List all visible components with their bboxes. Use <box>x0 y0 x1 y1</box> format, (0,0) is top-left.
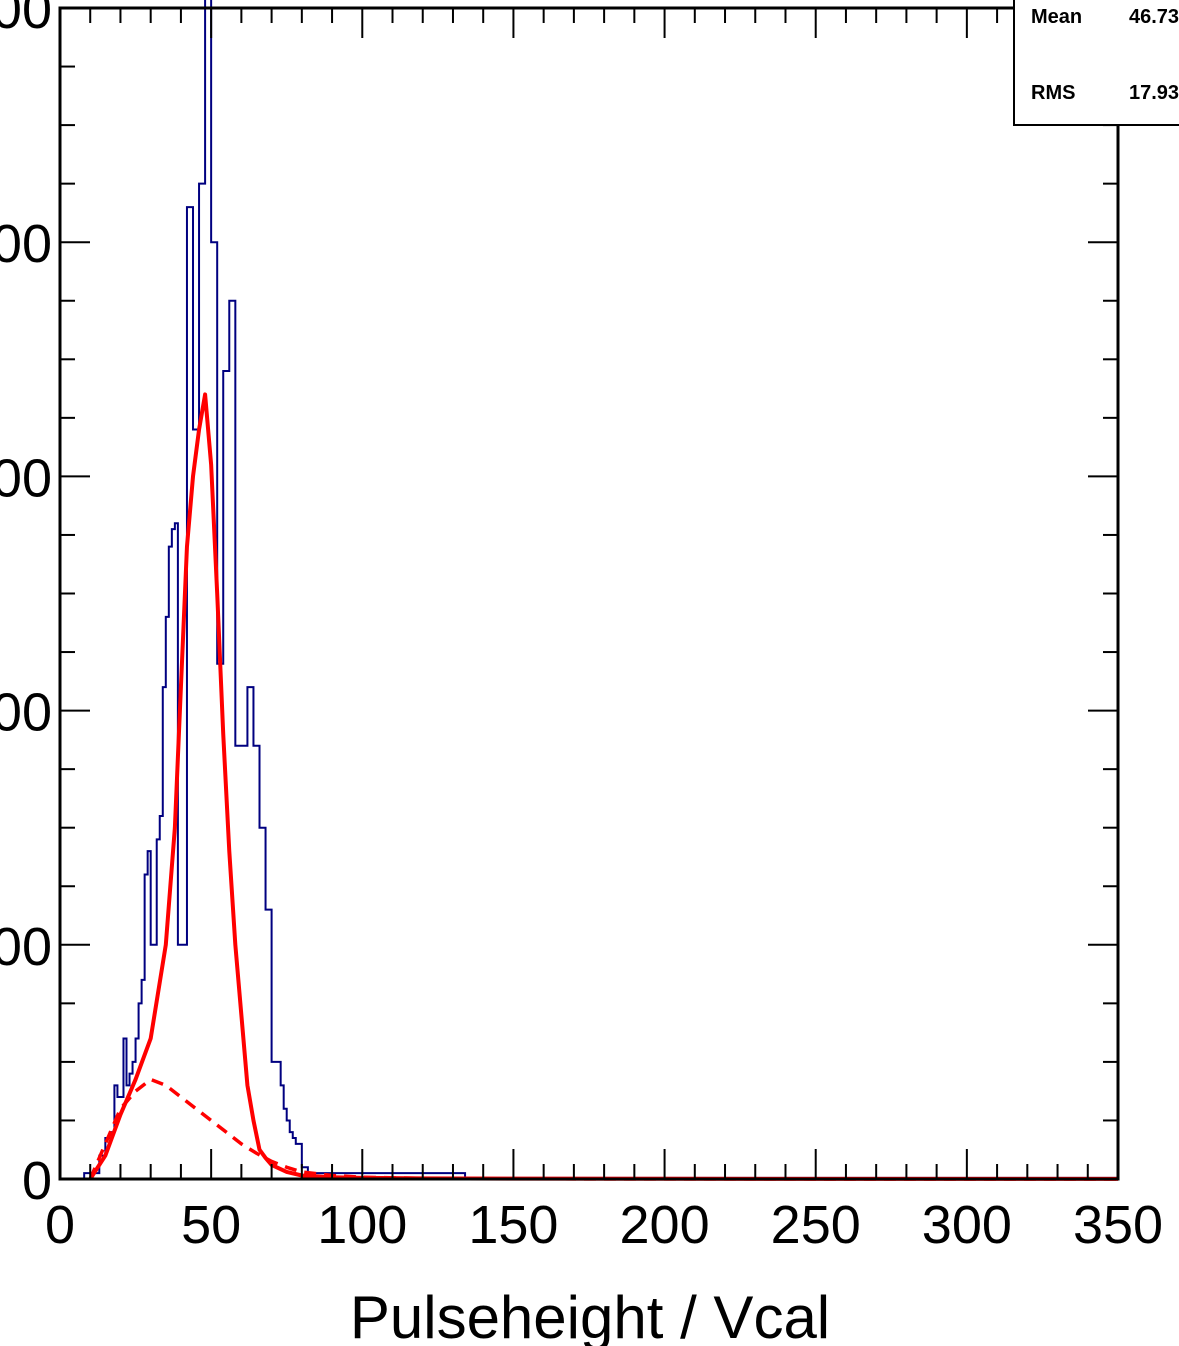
y-tick-label: 00 <box>0 917 52 977</box>
x-tick-label: 50 <box>181 1195 241 1255</box>
x-tick-label: 100 <box>317 1195 407 1255</box>
y-tick-label: 00 <box>0 214 52 274</box>
stats-row-mean: Mean 46.73 <box>1015 0 1179 38</box>
y-tick-label: 0 <box>22 1151 52 1211</box>
y-tick-label: 00 <box>0 683 52 743</box>
background-fit-curve <box>88 1077 1118 1181</box>
stats-rms-label: RMS <box>1031 82 1076 104</box>
plot-area <box>58 0 1120 1181</box>
stats-mean-label: Mean <box>1031 6 1083 28</box>
x-tick-label: 250 <box>771 1195 861 1255</box>
stats-mean-value: 46.73 <box>1129 6 1179 28</box>
total-fit-curve <box>88 392 1118 1181</box>
y-tick-label: 00 <box>0 448 52 508</box>
y-axis-ticks <box>60 7 1118 1180</box>
x-tick-label: 300 <box>922 1195 1012 1255</box>
x-axis-title: Pulseheight / Vcal <box>350 1284 830 1346</box>
x-tick-label: 150 <box>468 1195 558 1255</box>
histogram-outline <box>60 0 1118 1180</box>
y-tick-label: 00 <box>0 0 52 40</box>
x-tick-label: 200 <box>620 1195 710 1255</box>
x-axis-tick-labels: 0 50 100 150 200 250 300 350 <box>45 1195 1163 1255</box>
stats-row-rms: RMS 17.93 <box>1015 74 1179 114</box>
stats-rms-value: 17.93 <box>1129 82 1179 104</box>
stats-box: Mean 46.73 RMS 17.93 <box>1013 0 1179 126</box>
x-tick-label: 350 <box>1073 1195 1163 1255</box>
x-tick-label: 0 <box>45 1195 75 1255</box>
